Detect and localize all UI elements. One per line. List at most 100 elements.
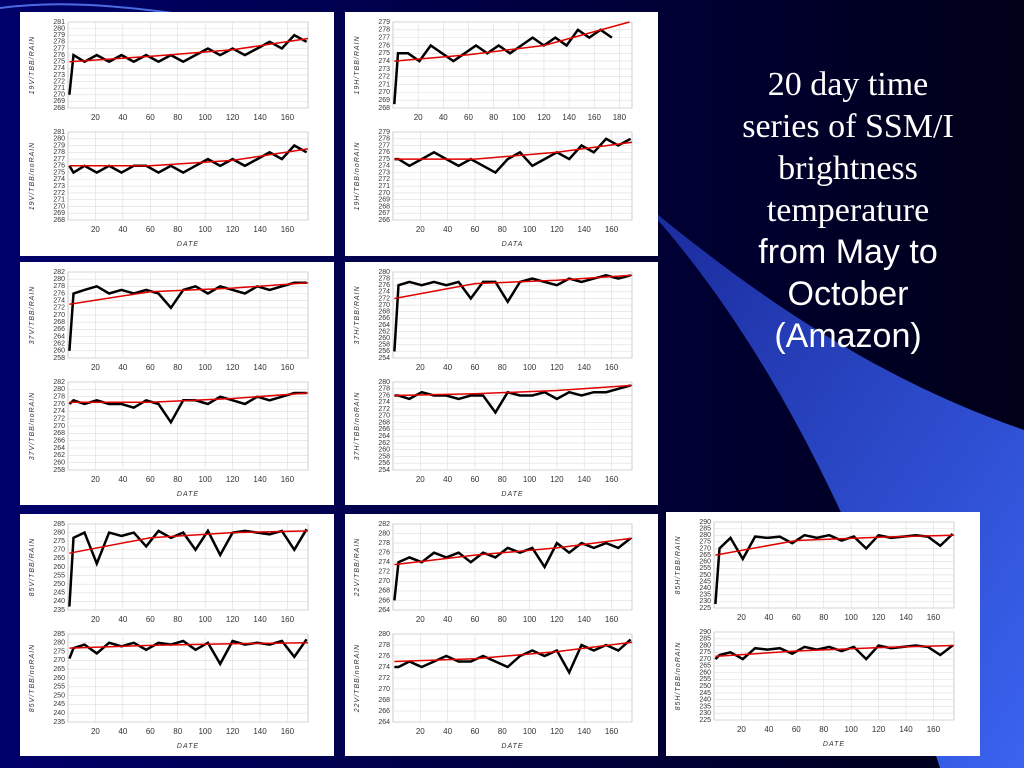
x-tick-label: 40 <box>443 475 452 484</box>
y-tick-label: 278 <box>53 149 65 156</box>
y-tick-label: 258 <box>53 467 65 474</box>
y-axis-label: 37V/TBB/noRAIN <box>29 392 36 460</box>
y-tick-label: 260 <box>53 675 65 682</box>
y-tick-label: 272 <box>53 416 65 423</box>
x-tick-label: 60 <box>470 727 479 736</box>
series-line <box>68 143 308 175</box>
y-tick-label: 270 <box>699 545 711 552</box>
y-tick-label: 278 <box>378 136 390 143</box>
y-tick-label: 273 <box>53 72 65 79</box>
series-line <box>69 530 309 554</box>
y-tick-label: 285 <box>53 631 65 638</box>
series-line <box>394 21 630 62</box>
y-tick-label: 272 <box>53 78 65 85</box>
y-tick-label: 280 <box>53 386 65 393</box>
chart: 2252302352402452502552602652702752802852… <box>675 519 955 622</box>
x-tick-label: 120 <box>226 113 240 122</box>
y-tick-label: 272 <box>378 295 390 302</box>
y-tick-label: 278 <box>378 275 390 282</box>
x-tick-label: 140 <box>899 725 913 734</box>
x-tick-label: 100 <box>198 363 212 372</box>
y-tick-label: 268 <box>378 419 390 426</box>
y-tick-label: 260 <box>699 669 711 676</box>
series-line <box>68 528 308 607</box>
y-tick-label: 270 <box>53 203 65 210</box>
y-tick-label: 285 <box>53 521 65 528</box>
y-tick-label: 230 <box>699 598 711 605</box>
y-axis-label: 37H/TBB/RAIN <box>354 285 361 344</box>
y-axis-label: 22V/TBB/RAIN <box>354 538 361 598</box>
series-line <box>69 642 309 649</box>
y-tick-label: 274 <box>378 399 390 406</box>
x-tick-label: 100 <box>523 225 537 234</box>
y-tick-label: 273 <box>53 183 65 190</box>
x-tick-label: 20 <box>737 613 746 622</box>
series-line <box>394 537 633 566</box>
x-tick-label: 60 <box>470 225 479 234</box>
y-tick-label: 272 <box>53 190 65 197</box>
x-tick-label: 140 <box>253 727 267 736</box>
y-tick-label: 275 <box>699 649 711 656</box>
y-axis-label: 19H/TBB/RAIN <box>354 35 361 94</box>
y-tick-label: 282 <box>53 269 65 276</box>
x-tick-label: 120 <box>226 363 240 372</box>
x-tick-label: 160 <box>605 727 619 736</box>
y-tick-label: 268 <box>378 697 390 704</box>
y-tick-label: 280 <box>378 379 390 386</box>
y-tick-label: 264 <box>378 322 390 329</box>
series-line <box>394 638 632 676</box>
x-tick-label: 80 <box>173 113 182 122</box>
y-tick-label: 230 <box>699 710 711 717</box>
y-tick-label: 264 <box>53 445 65 452</box>
y-tick-label: 260 <box>53 460 65 467</box>
x-tick-label: 80 <box>489 113 498 122</box>
y-tick-label: 264 <box>378 433 390 440</box>
y-tick-label: 285 <box>699 525 711 532</box>
y-tick-label: 276 <box>53 401 65 408</box>
chart: 2682692702712722732742752762772782792802… <box>29 19 309 122</box>
y-tick-label: 280 <box>378 269 390 276</box>
series-line <box>69 392 309 403</box>
chart: 2252302352402452502552602652702752802852… <box>675 629 955 748</box>
y-tick-label: 275 <box>699 539 711 546</box>
y-axis-label: 85V/TBB/noRAIN <box>29 644 36 712</box>
x-tick-label: 60 <box>792 725 801 734</box>
y-tick-label: 280 <box>378 530 390 537</box>
x-tick-label: 20 <box>91 475 100 484</box>
x-tick-label: 120 <box>226 615 240 624</box>
y-tick-label: 240 <box>699 585 711 592</box>
y-tick-label: 260 <box>53 348 65 355</box>
y-tick-label: 254 <box>378 355 390 362</box>
y-tick-label: 270 <box>53 92 65 99</box>
y-tick-label: 280 <box>53 25 65 32</box>
x-tick-label: 40 <box>764 613 773 622</box>
y-tick-label: 275 <box>53 169 65 176</box>
y-axis-label: 19V/TBB/noRAIN <box>29 142 36 210</box>
x-tick-label: 80 <box>498 475 507 484</box>
y-tick-label: 278 <box>378 540 390 547</box>
series-line <box>69 282 309 306</box>
series-line <box>394 137 632 175</box>
y-tick-label: 285 <box>699 636 711 643</box>
y-tick-label: 281 <box>53 19 65 26</box>
y-tick-label: 268 <box>378 588 390 595</box>
y-tick-label: 270 <box>53 423 65 430</box>
y-tick-label: 266 <box>378 315 390 322</box>
y-tick-label: 275 <box>53 59 65 66</box>
x-tick-label: 60 <box>470 475 479 484</box>
x-tick-label: 80 <box>498 727 507 736</box>
x-tick-label: 120 <box>872 613 886 622</box>
y-tick-label: 274 <box>378 664 390 671</box>
x-tick-label: 120 <box>550 225 564 234</box>
y-tick-label: 266 <box>53 438 65 445</box>
y-tick-label: 279 <box>53 142 65 149</box>
x-tick-label: 160 <box>281 363 295 372</box>
x-tick-label: 60 <box>146 363 155 372</box>
y-axis-label: 85H/TBB/noRAIN <box>675 642 682 711</box>
x-tick-label: 100 <box>198 113 212 122</box>
plot-area <box>67 21 309 109</box>
y-tick-label: 276 <box>53 52 65 59</box>
slide-text-line: 20 day time <box>768 66 929 103</box>
